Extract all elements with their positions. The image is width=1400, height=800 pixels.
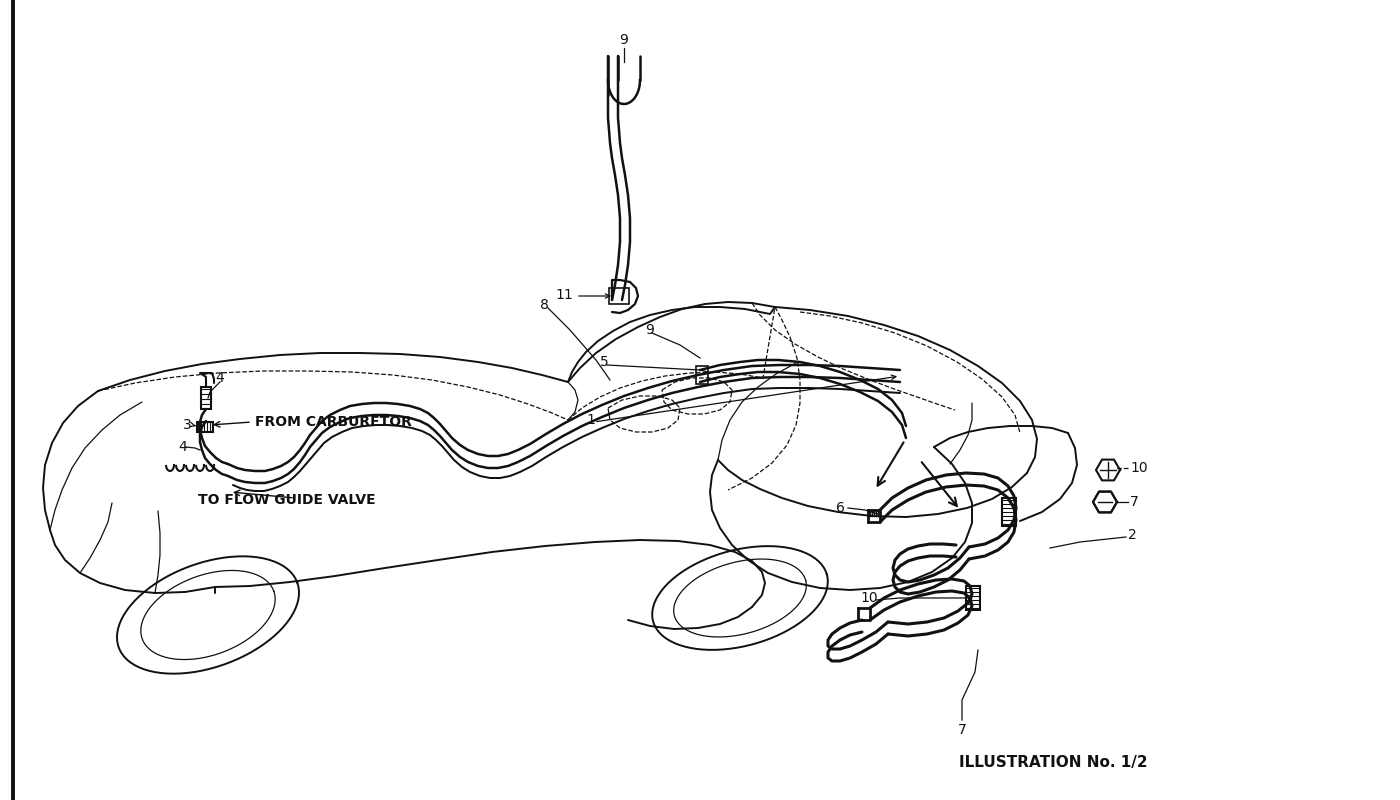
Text: 4: 4 <box>216 371 224 385</box>
Bar <box>609 288 629 304</box>
Text: 11: 11 <box>554 288 573 302</box>
Text: 9: 9 <box>620 33 629 47</box>
Bar <box>966 586 980 610</box>
Bar <box>202 387 211 409</box>
Bar <box>696 366 708 384</box>
Text: ILLUSTRATION No. 1/2: ILLUSTRATION No. 1/2 <box>959 754 1148 770</box>
Text: 9: 9 <box>645 323 654 337</box>
Text: 7: 7 <box>958 723 966 737</box>
Text: 3: 3 <box>183 418 192 432</box>
Text: 6: 6 <box>836 501 846 515</box>
Text: FROM CARBURETOR: FROM CARBURETOR <box>255 415 412 429</box>
Text: TO FLOW GUIDE VALVE: TO FLOW GUIDE VALVE <box>197 493 375 507</box>
Text: 10: 10 <box>861 591 878 605</box>
Bar <box>1002 498 1016 526</box>
Text: 5: 5 <box>601 355 609 369</box>
Polygon shape <box>1093 492 1117 512</box>
Text: 2: 2 <box>1128 528 1137 542</box>
Bar <box>197 422 213 432</box>
Text: 7: 7 <box>1130 495 1138 509</box>
Text: 10: 10 <box>1130 461 1148 475</box>
Text: 4: 4 <box>178 440 186 454</box>
Text: 8: 8 <box>540 298 549 312</box>
Text: 1: 1 <box>587 413 595 427</box>
